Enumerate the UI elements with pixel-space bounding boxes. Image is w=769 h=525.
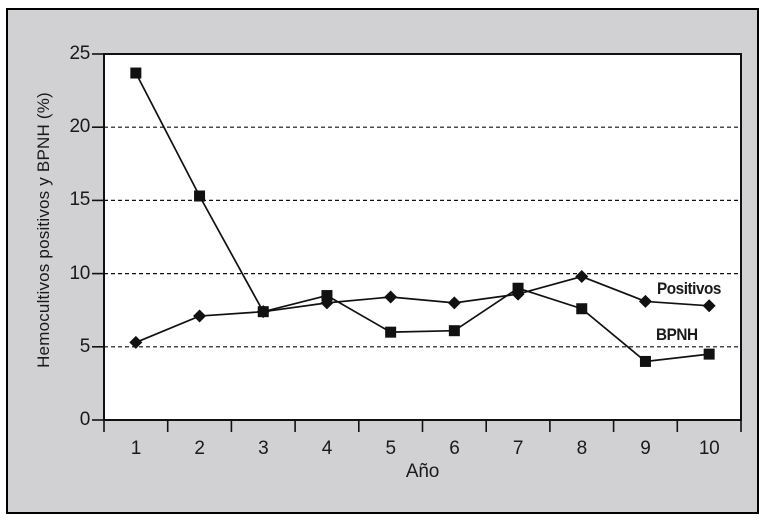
x-tick-label: 8: [576, 438, 588, 459]
marker-square: [639, 355, 651, 367]
y-tick-label: 15: [69, 189, 90, 211]
marker-square: [448, 325, 460, 337]
x-tick-label: 1: [130, 438, 142, 459]
x-tick-label: 2: [194, 438, 205, 459]
marker-square: [385, 326, 397, 338]
x-tick-label: 10: [698, 438, 720, 459]
x-tick-label: 6: [449, 438, 460, 459]
y-tick-label: 25: [69, 43, 90, 64]
series-label-bpnh: BPNH: [656, 325, 698, 344]
x-tick-label: 7: [512, 438, 524, 459]
marker-diamond: [575, 270, 589, 284]
marker-square: [512, 282, 524, 294]
x-tick-label: 5: [385, 438, 397, 459]
x-tick-label: 9: [640, 438, 651, 459]
marker-square: [194, 190, 206, 202]
marker-diamond: [447, 296, 461, 310]
marker-square: [703, 348, 715, 360]
series-label-positivos: Positivos: [657, 279, 721, 298]
y-tick-label: 0: [79, 409, 91, 430]
marker-diamond: [638, 294, 652, 308]
series-line-positivos: [135, 275, 710, 344]
marker-square: [257, 306, 269, 318]
marker-square: [130, 67, 142, 79]
x-tick-label: 3: [258, 438, 269, 459]
plot-area: [103, 53, 742, 421]
marker-square: [321, 290, 333, 302]
x-tick-label: 4: [321, 438, 333, 459]
y-tick-label: 20: [69, 116, 90, 138]
marker-diamond: [702, 299, 716, 313]
marker-diamond: [129, 335, 143, 349]
marker-diamond: [193, 309, 207, 323]
y-tick-label: 10: [69, 262, 90, 284]
marker-diamond: [384, 290, 398, 304]
series-line-bpnh: [135, 72, 710, 363]
x-axis-title: Año: [405, 461, 440, 482]
y-tick-label: 5: [79, 335, 91, 357]
marker-square: [576, 303, 588, 315]
